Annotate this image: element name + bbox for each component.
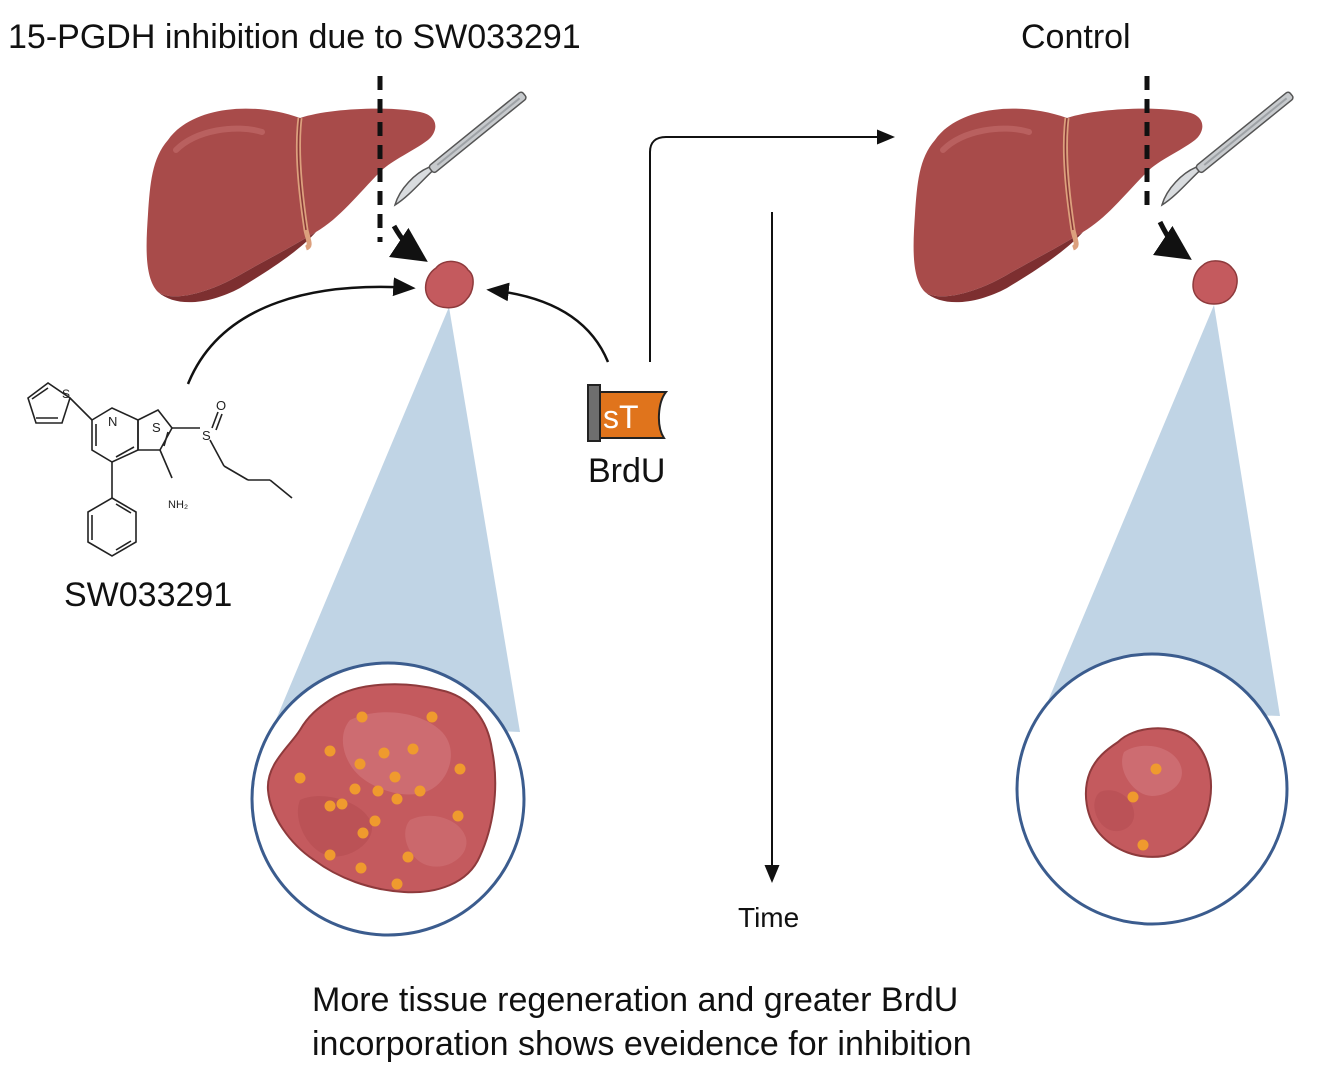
brdu-dot: [1150, 763, 1162, 775]
arrow-compound-to-tissue: [186, 277, 416, 385]
caption-line-2: incorporation shows eveidence for inhibi…: [312, 1025, 972, 1063]
caption-line-1: More tissue regeneration and greater Brd…: [312, 981, 959, 1019]
atom-n: N: [108, 414, 117, 429]
brdu-dot: [407, 743, 419, 755]
caption: More tissue regeneration and greater Brd…: [312, 978, 972, 1066]
brdu-dot: [324, 849, 336, 861]
atom-s-ring: S: [152, 420, 161, 435]
control-title: Control: [1021, 18, 1131, 56]
brdu-dot: [356, 711, 368, 723]
liver-control: [913, 108, 1203, 303]
brdu-dot: [1127, 791, 1139, 803]
arrow-cut-to-tissue-treatment: [388, 224, 428, 262]
brdu-dots-control: [1127, 763, 1162, 851]
connector-arrow-to-control: [649, 129, 895, 362]
brdu-tag-icon: sT: [587, 384, 669, 442]
brdu-dot: [372, 785, 384, 797]
compound-atom-labels: S N S S O NH₂: [62, 387, 226, 511]
brdu-tag-glyph: sT: [603, 399, 639, 435]
arrow-brdu-to-tissue: [486, 282, 610, 363]
brdu-dot: [1137, 839, 1149, 851]
scalpel-icon-control: [1160, 91, 1294, 207]
liver-treatment: [146, 108, 436, 303]
atom-o: O: [216, 398, 226, 413]
atom-s-thiophene: S: [62, 387, 70, 401]
brdu-dot: [452, 810, 464, 822]
atom-s-sulfoxide: S: [202, 428, 211, 443]
brdu-dot: [324, 745, 336, 757]
compound-structure: [27, 382, 293, 557]
scalpel-icon: [393, 91, 527, 207]
brdu-dot: [294, 772, 306, 784]
brdu-dot: [454, 763, 466, 775]
brdu-dot: [391, 793, 403, 805]
brdu-dot: [357, 827, 369, 839]
tissue-sample-treatment: [424, 260, 474, 309]
treatment-title: 15-PGDH inhibition due to SW033291: [8, 18, 581, 56]
brdu-dot: [354, 758, 366, 770]
brdu-dot: [414, 785, 426, 797]
arrow-cut-to-tissue-control: [1152, 220, 1192, 260]
brdu-dot: [355, 862, 367, 874]
brdu-dot: [389, 771, 401, 783]
time-axis-label: Time: [738, 902, 800, 933]
atom-nh2: NH₂: [168, 499, 188, 511]
brdu-dot: [369, 815, 381, 827]
compound-label: SW033291: [64, 576, 233, 614]
brdu-dots-treatment: [294, 711, 466, 890]
brdu-dot: [402, 851, 414, 863]
brdu-dot: [349, 783, 361, 795]
brdu-dot: [391, 878, 403, 890]
brdu-dot: [426, 711, 438, 723]
tissue-sample-control: [1192, 260, 1238, 305]
tissue-zoom-control: [1084, 727, 1212, 858]
brdu-dot: [324, 800, 336, 812]
zoom-cone-control: [1045, 305, 1280, 716]
brdu-dot: [336, 798, 348, 810]
zoom-cone-treatment: [275, 307, 520, 732]
brdu-dot: [378, 747, 390, 759]
brdu-label: BrdU: [588, 452, 666, 490]
